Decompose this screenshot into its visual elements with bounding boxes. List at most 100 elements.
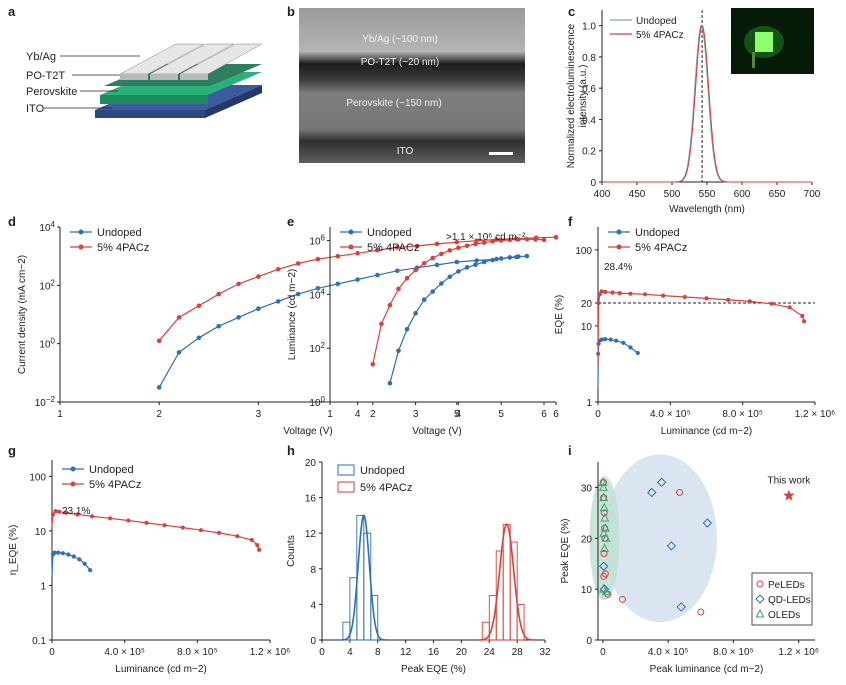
f-legend-undoped-label: Undoped bbox=[635, 227, 680, 239]
i-qd-leds-point-3 bbox=[666, 541, 677, 551]
i-peleds-point-9 bbox=[676, 489, 684, 497]
f-undoped-point-4 bbox=[603, 337, 608, 342]
g-doped-point-12 bbox=[217, 530, 222, 536]
h-ytick-label-3: 12 bbox=[305, 529, 317, 540]
d-doped-point-6 bbox=[275, 267, 281, 272]
e-annotation: >1.1 × 10⁶ cd m⁻² bbox=[446, 232, 526, 243]
i-this-work-label: This work bbox=[767, 476, 811, 487]
i-ylabel: Peak EQE (%) bbox=[560, 518, 571, 583]
d-undoped-point-7 bbox=[295, 291, 301, 297]
d-undoped-point-0 bbox=[156, 385, 162, 390]
h-xtick-label-0: 0 bbox=[319, 647, 325, 658]
f-doped-point-7 bbox=[642, 292, 648, 297]
label-pot2t: PO-T2T bbox=[26, 70, 65, 82]
e-doped-point-4 bbox=[404, 275, 410, 281]
c-xtick-label-1: 450 bbox=[629, 189, 646, 200]
e-doped-point-16 bbox=[507, 237, 513, 243]
f-undoped-point-8 bbox=[628, 345, 633, 350]
h-fit-doped bbox=[478, 523, 535, 641]
f-doped-point-2 bbox=[599, 289, 604, 294]
h-xtick-label-1: 4 bbox=[347, 647, 353, 658]
g-doped-point-5 bbox=[89, 514, 95, 519]
g-doped-point-14 bbox=[249, 537, 254, 543]
i-peleds-point-5 bbox=[600, 550, 608, 558]
panel-letter-i: i bbox=[568, 443, 572, 458]
f-undoped-point-7 bbox=[621, 340, 626, 345]
g-doped-point-6 bbox=[108, 516, 113, 521]
i-legend-marker-1 bbox=[755, 594, 765, 604]
f-doped-point-11 bbox=[726, 297, 731, 302]
c-ytick-label-5: 1.0 bbox=[582, 22, 596, 33]
c-ytick-label-1: 0.2 bbox=[582, 147, 596, 158]
h-bar-doped-5 bbox=[516, 603, 525, 641]
e-doped-point-2 bbox=[387, 302, 393, 308]
d-xlabel: Voltage (V) bbox=[283, 426, 332, 437]
f-xtick-label-2: 8.0 × 10⁵ bbox=[722, 409, 763, 420]
h-bar-doped-3 bbox=[502, 523, 511, 641]
g-doped-point-10 bbox=[180, 525, 185, 530]
d-legend-undoped-label: Undoped bbox=[97, 227, 142, 239]
i-oleds-point-6 bbox=[601, 533, 611, 542]
f-ytick-label-3: 100 bbox=[575, 246, 592, 257]
d-doped-point-4 bbox=[236, 281, 241, 287]
electrode-1-front bbox=[120, 74, 148, 80]
i-xtick-label-1: 4.0 × 10⁵ bbox=[648, 647, 689, 658]
d-doped-point-9 bbox=[335, 253, 341, 259]
e-undoped-point-7 bbox=[447, 274, 453, 280]
h-xtick-label-3: 12 bbox=[400, 647, 412, 658]
d-undoped-point-12 bbox=[395, 268, 400, 274]
perovskite-layer-front bbox=[100, 95, 208, 104]
e-doped-point-1 bbox=[379, 321, 384, 327]
electrode-3-front bbox=[180, 74, 208, 80]
e-ytick-label-2: 104 bbox=[309, 287, 325, 301]
e-doped-point-14 bbox=[490, 239, 495, 244]
g-doped-point-13 bbox=[235, 534, 240, 539]
f-legend-doped-label: 5% 4PACz bbox=[635, 242, 687, 254]
f-doped-point-13 bbox=[769, 301, 774, 306]
d-undoped-point-16 bbox=[474, 258, 479, 263]
h-xtick-label-7: 28 bbox=[512, 647, 524, 658]
i-this-work-star bbox=[783, 489, 795, 501]
tem-label-perovskite: Perovskite (~150 nm) bbox=[346, 98, 441, 109]
e-ytick-label-3: 106 bbox=[309, 233, 325, 247]
h-xlabel: Peak EQE (%) bbox=[401, 664, 466, 675]
i-ytick-label-2: 20 bbox=[581, 534, 593, 545]
h-ytick-label-2: 8 bbox=[310, 565, 316, 576]
g-xtick-label-3: 1.2 × 10⁶ bbox=[250, 647, 291, 658]
c-ytick-label-0: 0 bbox=[590, 178, 596, 189]
d-undoped-point-8 bbox=[315, 286, 321, 291]
i-xtick-label-2: 8.0 × 10⁵ bbox=[713, 647, 754, 658]
i-qd-leds-point-2 bbox=[656, 477, 667, 488]
e-undoped-point-4 bbox=[421, 297, 427, 303]
ito-substrate-side bbox=[205, 85, 262, 118]
g-undoped-point-6 bbox=[77, 557, 82, 562]
e-doped-point-17 bbox=[516, 237, 521, 242]
g-xtick-label-2: 8.0 × 10⁵ bbox=[177, 647, 218, 658]
d-undoped-point-9 bbox=[335, 281, 341, 287]
f-undoped-point-3 bbox=[599, 337, 604, 342]
label-ito: ITO bbox=[26, 103, 45, 115]
i-xlabel: Peak luminance (cd m−2) bbox=[650, 664, 764, 675]
e-undoped-point-3 bbox=[413, 310, 418, 316]
i-ytick-label-3: 30 bbox=[581, 483, 593, 494]
i-oleds-point-2 bbox=[599, 492, 609, 502]
device-emission bbox=[755, 32, 773, 52]
d-doped-point-5 bbox=[256, 274, 261, 279]
g-annotation: 23.1% bbox=[62, 506, 90, 517]
i-legend-label-0: PeLEDs bbox=[768, 580, 805, 591]
d-doped-point-8 bbox=[315, 256, 321, 262]
d-doped-point-10 bbox=[355, 251, 360, 256]
e-ylabel: Luminance (cd m−2) bbox=[287, 269, 298, 360]
h-legend-doped-label: 5% 4PACz bbox=[360, 482, 412, 494]
f-undoped-point-9 bbox=[635, 350, 640, 356]
g-undoped-point-3 bbox=[60, 551, 65, 556]
e-xtick-label-1: 2 bbox=[370, 409, 376, 420]
chart-eqe: 0 4.0 × 10⁵ 8.0 × 10⁵ 1.2 × 10⁶ 1 10 20 100 Lumi… bbox=[554, 227, 835, 437]
d-doped-point-13 bbox=[414, 243, 420, 249]
g-ylabel: η_EQE (%) bbox=[8, 525, 19, 576]
e-doped-point-7 bbox=[430, 255, 436, 261]
i-oleds-point-7 bbox=[599, 528, 609, 537]
f-undoped-point-6 bbox=[614, 338, 619, 343]
c-xlabel: Wavelength (nm) bbox=[669, 204, 745, 215]
